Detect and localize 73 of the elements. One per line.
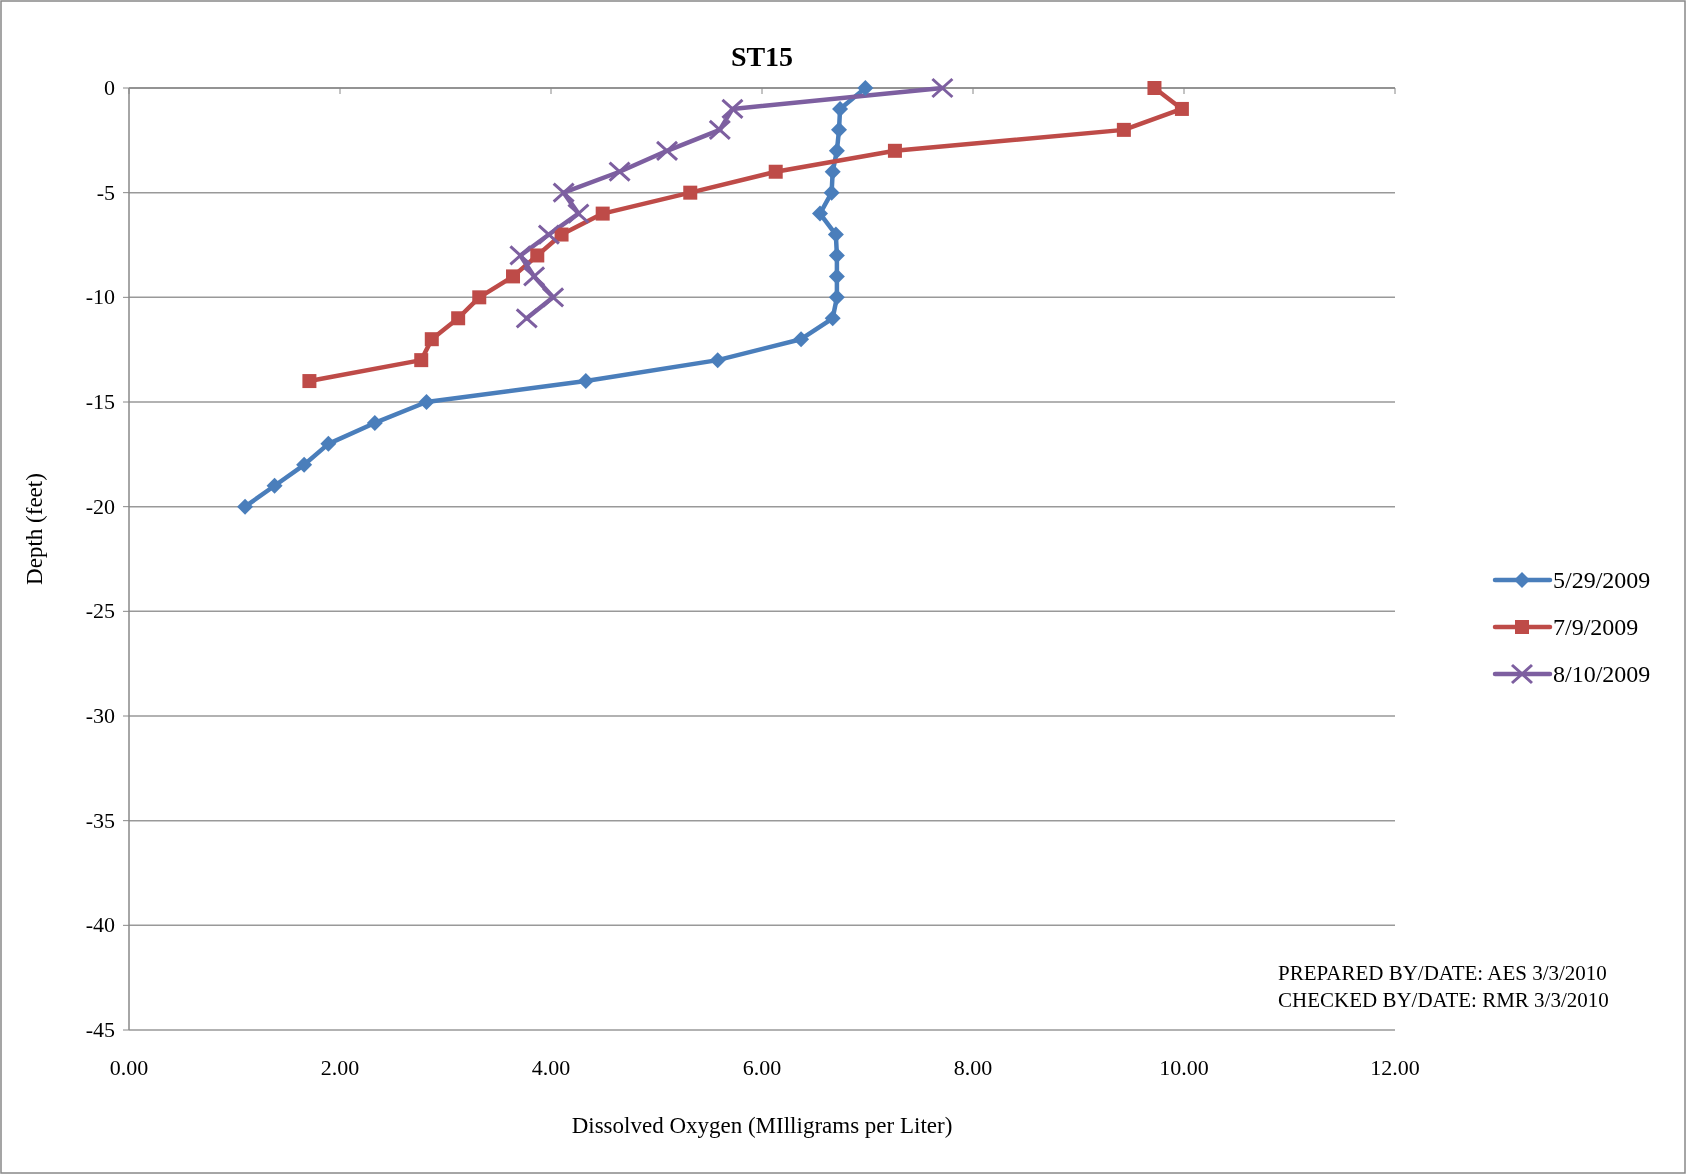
- point: [857, 80, 874, 96]
- point: [812, 205, 829, 222]
- point: [515, 307, 539, 329]
- point: [828, 142, 845, 159]
- y-tick-label: -25: [85, 598, 115, 624]
- y-tick-label: -45: [85, 1017, 115, 1042]
- y-tick-label: -35: [85, 807, 115, 833]
- point: [554, 227, 569, 242]
- point: [530, 248, 545, 263]
- point: [823, 184, 840, 201]
- x-tick-label: 0.00: [109, 1055, 149, 1080]
- legend-label: 8/10/2009: [1553, 661, 1651, 687]
- x-tick-label: 2.00: [320, 1055, 360, 1080]
- y-tick-label: -10: [85, 284, 115, 310]
- point: [472, 290, 487, 305]
- annotation: PREPARED BY/DATE: AES 3/3/2010: [1278, 961, 1607, 985]
- point: [683, 185, 698, 200]
- point: [522, 265, 546, 287]
- point: [827, 226, 844, 243]
- point: [595, 206, 610, 221]
- legend-label: 5/29/2009: [1553, 567, 1651, 593]
- point: [506, 269, 521, 284]
- point: [320, 435, 337, 452]
- point: [608, 161, 632, 183]
- point: [237, 498, 254, 515]
- y-axis-title: Depth (feet): [22, 473, 47, 585]
- point: [266, 477, 283, 494]
- y-tick-label: -15: [85, 389, 115, 414]
- point: [1174, 101, 1189, 116]
- point: [296, 456, 313, 473]
- point: [720, 98, 744, 120]
- point: [566, 203, 590, 225]
- annotation: CHECKED BY/DATE: RMR 3/3/2010: [1278, 988, 1609, 1012]
- point: [1147, 81, 1162, 95]
- x-tick-label: 10.00: [1159, 1055, 1209, 1080]
- point: [709, 352, 726, 369]
- point: [793, 331, 810, 348]
- point: [414, 353, 429, 368]
- point: [824, 163, 841, 180]
- y-tick-label: -40: [85, 912, 115, 938]
- x-tick-label: 6.00: [742, 1055, 782, 1080]
- point: [887, 143, 902, 158]
- y-tick-label: -5: [96, 179, 115, 205]
- legend-label: 7/9/2009: [1553, 614, 1639, 640]
- y-tick-label: -20: [85, 493, 115, 519]
- point: [552, 182, 576, 204]
- point: [828, 247, 845, 264]
- y-tick-label: 0: [104, 75, 115, 100]
- x-axis-title: Dissolved Oxygen (MIlligrams per Liter): [571, 1113, 953, 1138]
- point: [366, 414, 383, 431]
- y-tick-label: -30: [85, 703, 115, 728]
- point: [768, 164, 783, 179]
- x-tick-label: 4.00: [531, 1055, 571, 1080]
- point: [451, 311, 466, 326]
- point: [655, 140, 679, 162]
- x-tick-label: 8.00: [953, 1055, 993, 1080]
- point: [828, 289, 845, 306]
- point: [1116, 122, 1131, 137]
- point: [824, 310, 841, 327]
- chart-title: ST15: [730, 41, 794, 72]
- point: [832, 100, 849, 117]
- point: [828, 268, 845, 285]
- point: [537, 224, 561, 246]
- point: [577, 373, 594, 390]
- point: [708, 119, 732, 141]
- point: [508, 244, 532, 266]
- point: [541, 286, 565, 308]
- point: [831, 121, 848, 138]
- point: [418, 394, 435, 410]
- point: [930, 77, 954, 99]
- x-tick-label: 12.00: [1370, 1055, 1420, 1080]
- point: [424, 332, 439, 347]
- point: [302, 374, 317, 389]
